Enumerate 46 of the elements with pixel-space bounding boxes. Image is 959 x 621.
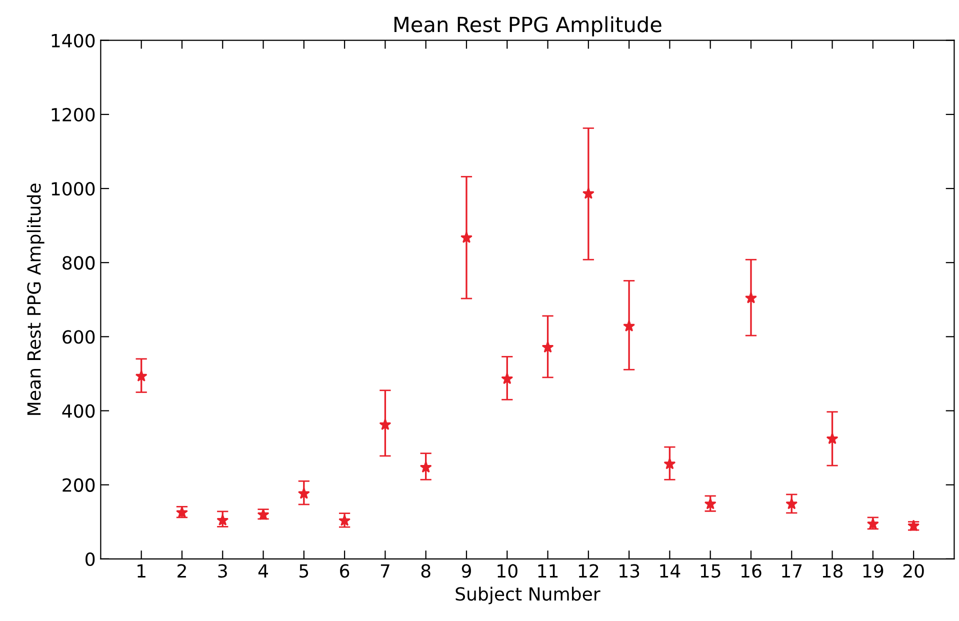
- x-tick-label: 1: [138, 564, 146, 578]
- point: [745, 292, 757, 304]
- y-axis-title: Mean Rest PPG Amplitude: [26, 184, 44, 415]
- point: [460, 232, 472, 243]
- point: [379, 418, 392, 430]
- point: [216, 514, 229, 526]
- point: [542, 341, 554, 353]
- x-tick-label: 16: [741, 564, 762, 578]
- point: [135, 370, 148, 382]
- x-tick-label: 14: [660, 564, 680, 578]
- point: [501, 372, 514, 384]
- point: [298, 487, 310, 499]
- point: [786, 498, 798, 510]
- x-tick-label: 20: [903, 564, 924, 578]
- point: [664, 458, 676, 470]
- y-tick-label: 800: [62, 256, 95, 270]
- point: [623, 320, 636, 332]
- y-tick-label: 200: [62, 478, 95, 492]
- chart-title: Mean Rest PPG Amplitude: [394, 16, 662, 36]
- point: [420, 461, 432, 473]
- x-tick-label: 3: [218, 564, 227, 578]
- x-tick-label: 12: [578, 564, 598, 578]
- x-tick-label: 15: [700, 564, 720, 578]
- y-tick-label: 1400: [52, 34, 95, 48]
- point: [582, 187, 594, 199]
- x-tick-label: 9: [462, 564, 471, 578]
- x-tick-label: 13: [620, 564, 640, 578]
- x-tick-label: 2: [178, 564, 186, 578]
- x-axis-title: Subject Number: [456, 586, 600, 604]
- x-tick-label: 11: [538, 564, 558, 578]
- point: [704, 498, 716, 510]
- x-tick-label: 19: [863, 564, 884, 578]
- point: [826, 432, 838, 444]
- y-tick-label: 1000: [52, 182, 95, 196]
- y-tick-label: 1200: [52, 108, 95, 122]
- x-tick-label: 6: [340, 564, 350, 578]
- x-tick-label: 8: [421, 564, 430, 578]
- x-tick-label: 4: [258, 564, 268, 578]
- y-tick-label: 0: [86, 552, 95, 566]
- x-tick-label: 5: [300, 564, 308, 578]
- x-tick-label: 7: [380, 564, 390, 578]
- x-tick-label: 17: [782, 564, 802, 578]
- x-tick-label: 18: [822, 564, 843, 578]
- y-tick-label: 600: [62, 330, 95, 344]
- y-tick-label: 400: [62, 404, 95, 418]
- x-tick-label: 10: [498, 564, 518, 578]
